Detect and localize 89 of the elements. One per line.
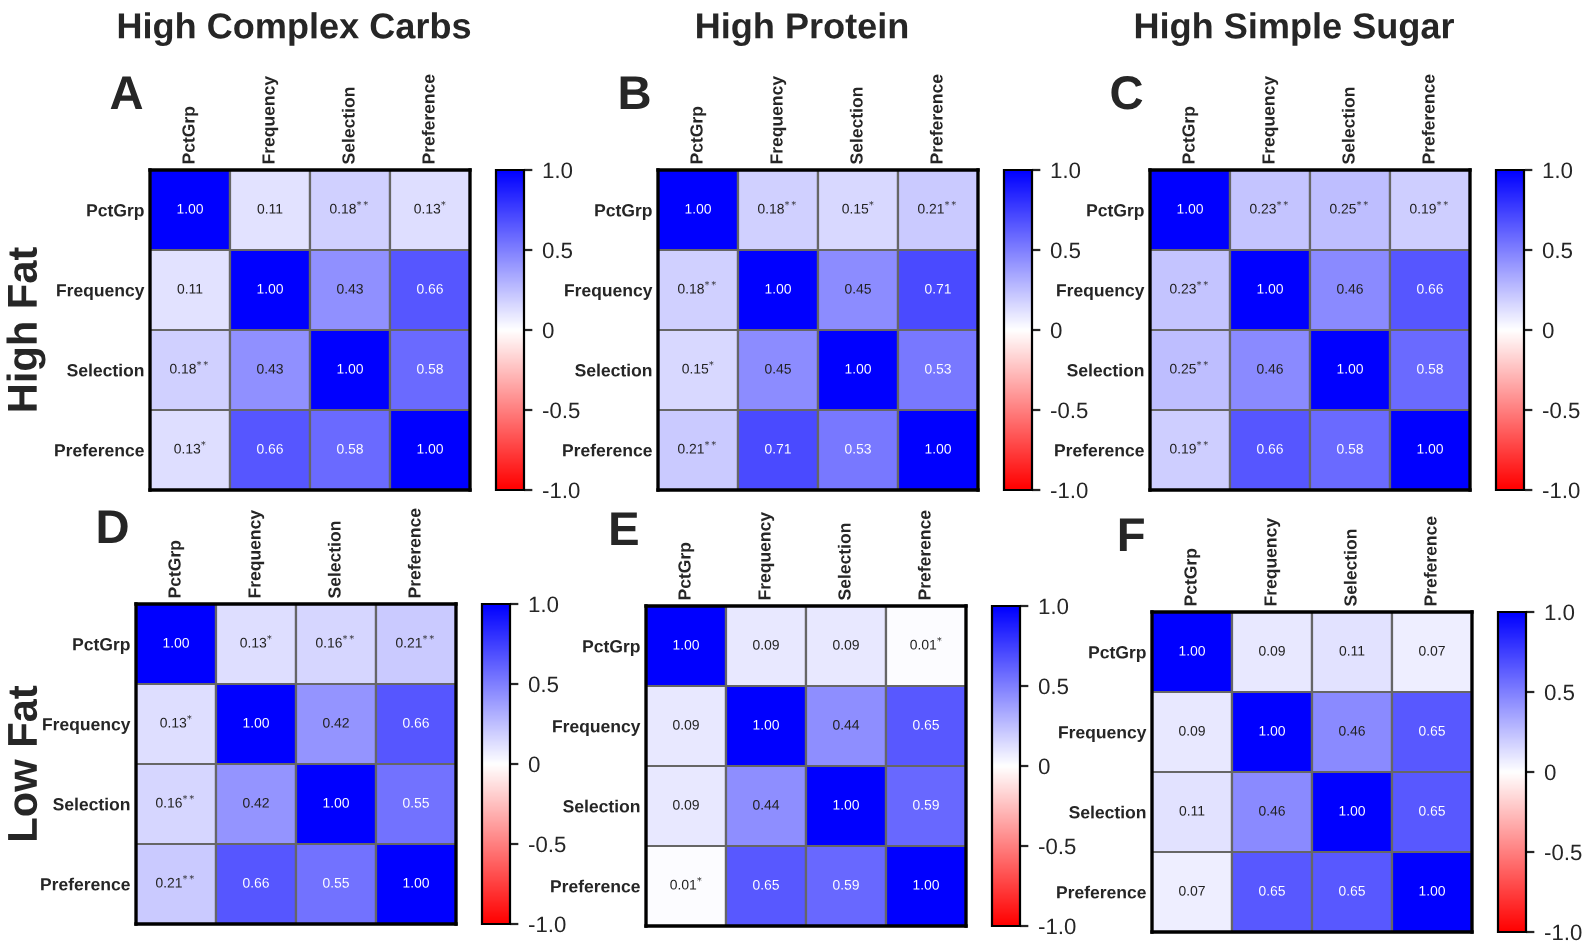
color-bar-label: 0 [528, 756, 540, 773]
color-bar-label: 0 [1050, 322, 1062, 339]
x-tick-label: PctGrp [1182, 106, 1199, 164]
x-tick-label: Preference [929, 74, 943, 164]
color-bar-label: 0.5 [1038, 678, 1069, 695]
color-bar-label: -0.5 [1545, 844, 1582, 861]
color-bar-label: 1.0 [543, 162, 573, 179]
color-bar-label: -0.5 [529, 836, 566, 853]
y-tick-label: Selection [563, 799, 640, 813]
y-tick-label: Preference [55, 443, 144, 457]
x-tick-label: Selection [1341, 87, 1355, 164]
x-tick-label: Preference [1423, 516, 1437, 606]
x-tick-label: PctGrp [690, 106, 707, 164]
color-bar-label: 1.0 [1039, 598, 1069, 615]
y-tick-label: Selection [53, 797, 130, 811]
color-bar-label: -1.0 [529, 916, 566, 933]
color-bar-label: -1.0 [1543, 482, 1580, 499]
x-tick-label: PctGrp [182, 106, 199, 164]
y-tick-label: Selection [575, 363, 652, 377]
color-bar-label: -1.0 [543, 482, 580, 499]
x-tick-label: Preference [1421, 74, 1435, 164]
color-bar-label: 0.5 [1050, 242, 1081, 259]
chart-subtitle: High Simple Sugar [1135, 12, 1454, 46]
x-tick-label: Selection [849, 87, 863, 164]
x-tick-label: Selection [837, 523, 851, 600]
color-bar-label: 0.5 [1542, 242, 1573, 259]
x-tick-label: PctGrp [1184, 548, 1201, 606]
y-tick-label: Preference [41, 877, 130, 891]
color-bar-label: -0.5 [1543, 402, 1580, 419]
color-bar-label: 1.0 [1543, 162, 1573, 179]
x-tick-label: Frequency [770, 76, 787, 164]
x-tick-label: Preference [407, 508, 421, 598]
chart-title: F [1119, 518, 1144, 551]
color-bar-label: -0.5 [543, 402, 580, 419]
x-tick-label: Selection [327, 521, 341, 598]
color-bar-label: 0.5 [1544, 684, 1575, 701]
y-tick-label: PctGrp [595, 204, 652, 220]
chart-title: E [611, 512, 638, 545]
x-tick-label: PctGrp [168, 540, 185, 598]
chart-title: C [1111, 76, 1143, 110]
color-bar-label: 0 [1038, 758, 1050, 775]
x-tick-label: Frequency [1264, 518, 1281, 606]
chart-title: D [98, 510, 128, 543]
color-bar-label: 0 [1542, 322, 1554, 339]
x-tick-label: Frequency [1262, 76, 1279, 164]
x-tick-label: Preference [421, 74, 435, 164]
y-tick-label: Preference [1057, 885, 1146, 899]
color-bar-label: 0 [1544, 764, 1556, 781]
y-tick-label: Frequency [1059, 726, 1147, 742]
y-tick-label: Frequency [1057, 284, 1145, 300]
color-bar-label: 0.5 [528, 676, 559, 693]
color-bar-label: 0.5 [542, 242, 573, 259]
color-bar-label: -0.5 [1051, 402, 1088, 419]
y-tick-label: Selection [67, 363, 144, 377]
color-bar-label: -1.0 [1545, 924, 1582, 941]
x-tick-label: Preference [917, 510, 931, 600]
y-axis-title: Low Fat [8, 685, 38, 840]
x-tick-label: Selection [1343, 529, 1357, 606]
chart-title: A [110, 76, 143, 109]
color-bar-label: 0 [542, 322, 554, 339]
y-tick-label: Preference [1055, 443, 1144, 457]
y-tick-label: Selection [1067, 363, 1144, 377]
chart-subtitle: High Complex Carbs [118, 12, 471, 46]
y-tick-label: Frequency [57, 284, 145, 300]
x-tick-label: Frequency [758, 512, 775, 600]
chart-subtitle: High Protein [697, 12, 908, 46]
y-axis-title: High Fat [6, 247, 46, 411]
color-bar-label: -1.0 [1051, 482, 1088, 499]
x-tick-label: PctGrp [678, 542, 695, 600]
color-bar-label: 1.0 [1051, 162, 1081, 179]
y-tick-label: Preference [551, 879, 640, 893]
x-tick-label: Frequency [262, 76, 279, 164]
y-tick-label: PctGrp [583, 640, 640, 656]
y-tick-label: Selection [1069, 805, 1146, 819]
y-tick-label: PctGrp [1087, 204, 1144, 220]
y-tick-label: Frequency [553, 720, 641, 736]
y-tick-label: PctGrp [1089, 646, 1146, 662]
y-tick-label: Preference [563, 443, 652, 457]
y-tick-label: PctGrp [87, 204, 144, 220]
y-tick-label: PctGrp [73, 638, 130, 654]
color-bar-label: -1.0 [1039, 918, 1076, 935]
y-tick-label: Frequency [43, 718, 131, 734]
chart-title: B [620, 76, 650, 109]
x-tick-label: Selection [341, 87, 355, 164]
x-tick-label: Frequency [248, 510, 265, 598]
y-tick-label: Frequency [565, 284, 653, 300]
color-bar-label: 1.0 [1545, 604, 1575, 621]
color-bar-label: 1.0 [529, 596, 559, 613]
color-bar-label: -0.5 [1039, 838, 1076, 855]
